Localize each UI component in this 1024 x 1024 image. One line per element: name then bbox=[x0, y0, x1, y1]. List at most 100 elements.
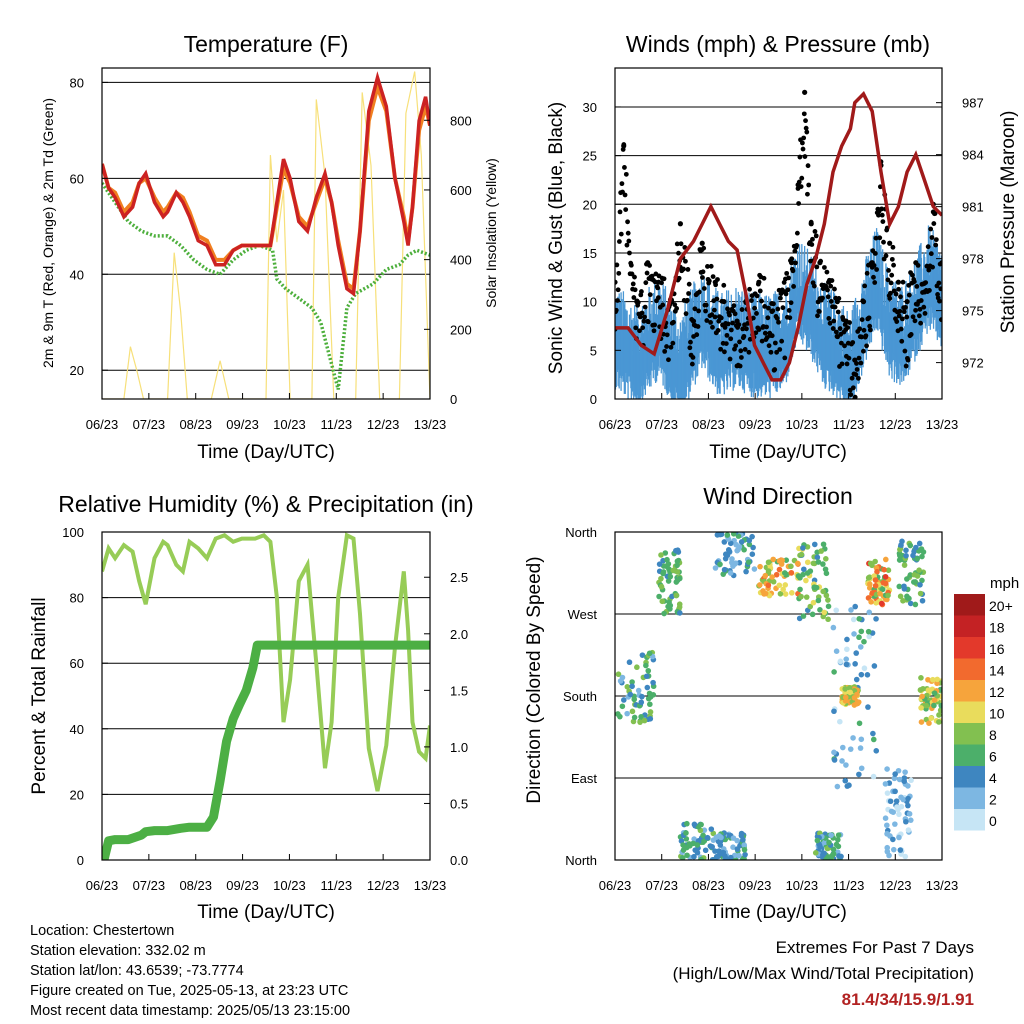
speed-legend-title: mph bbox=[990, 575, 1019, 592]
legend-swatch bbox=[954, 680, 985, 702]
gust-point bbox=[802, 154, 808, 159]
direction-point bbox=[674, 558, 681, 565]
direction-point bbox=[773, 571, 780, 578]
direction-point bbox=[870, 736, 877, 743]
direction-point bbox=[794, 560, 801, 567]
direction-point bbox=[718, 532, 725, 538]
gust-point bbox=[858, 360, 864, 366]
y-tick-label: South bbox=[563, 689, 597, 704]
direction-point bbox=[929, 676, 936, 683]
gust-point bbox=[683, 258, 688, 264]
direction-point bbox=[684, 852, 690, 859]
gust-point bbox=[641, 318, 647, 324]
gust-point bbox=[864, 343, 869, 349]
direction-point bbox=[835, 832, 842, 838]
direction-point bbox=[856, 615, 863, 622]
direction-point bbox=[864, 672, 871, 678]
gust-point bbox=[791, 284, 796, 289]
gust-point bbox=[647, 292, 653, 298]
direction-point bbox=[746, 541, 753, 548]
gust-point bbox=[933, 237, 939, 243]
gust-peak bbox=[869, 260, 875, 266]
direction-point bbox=[842, 777, 849, 784]
direction-point bbox=[782, 591, 789, 597]
gust-point bbox=[757, 288, 763, 294]
direction-point bbox=[861, 638, 867, 645]
gust-point bbox=[856, 355, 862, 361]
direction-point bbox=[835, 836, 841, 843]
direction-point bbox=[624, 684, 631, 690]
direction-point bbox=[906, 811, 913, 817]
direction-point bbox=[897, 847, 904, 853]
gust-point bbox=[749, 298, 754, 303]
direction-point bbox=[920, 685, 926, 692]
direction-point bbox=[882, 580, 889, 587]
humidity-panel: Relative Humidity (%) & Precipitation (i… bbox=[29, 491, 474, 923]
gust-point bbox=[676, 275, 682, 281]
gust-point bbox=[832, 286, 837, 292]
x-tick-label: 13/23 bbox=[926, 878, 959, 893]
y-right-tick-label: 987 bbox=[962, 96, 984, 111]
gust-point bbox=[625, 230, 631, 236]
gust-point bbox=[676, 250, 681, 256]
gust-point bbox=[913, 307, 918, 313]
direction-point bbox=[730, 532, 737, 537]
gust-point bbox=[738, 348, 744, 354]
gust-point bbox=[902, 348, 908, 354]
gust-point bbox=[750, 315, 756, 321]
gust-point bbox=[820, 295, 825, 301]
extremes-box: Extremes For Past 7 Days (High/Low/Max W… bbox=[673, 935, 974, 1013]
direction-point bbox=[884, 790, 891, 796]
y-tick-label: West bbox=[568, 607, 598, 622]
direction-point bbox=[647, 701, 653, 708]
direction-point bbox=[761, 591, 767, 597]
x-tick-label: 11/23 bbox=[320, 417, 352, 432]
direction-point bbox=[913, 544, 919, 551]
direction-point bbox=[830, 851, 837, 857]
direction-point bbox=[820, 541, 827, 548]
direction-point bbox=[919, 693, 925, 700]
direction-point bbox=[856, 720, 863, 727]
direction-point bbox=[850, 616, 857, 623]
legend-label: 12 bbox=[989, 684, 1005, 700]
gust-point bbox=[908, 332, 914, 337]
direction-point bbox=[810, 599, 817, 606]
gust-point bbox=[686, 291, 691, 296]
wind-direction-xlabel: Time (Day/UTC) bbox=[709, 902, 847, 923]
direction-point bbox=[782, 570, 788, 576]
direction-point bbox=[673, 579, 680, 585]
direction-point bbox=[843, 762, 849, 768]
direction-point bbox=[858, 736, 865, 743]
gust-point bbox=[716, 318, 722, 324]
direction-point bbox=[708, 826, 715, 832]
gust-point bbox=[793, 260, 798, 266]
direction-point bbox=[833, 648, 840, 654]
gust-point bbox=[879, 206, 885, 212]
direction-point bbox=[866, 581, 873, 588]
gust-point bbox=[879, 212, 885, 218]
elevation-text: Station elevation: 332.02 m bbox=[30, 943, 206, 959]
direction-point bbox=[904, 576, 910, 582]
y-tick-label: 25 bbox=[583, 149, 597, 164]
direction-point bbox=[879, 586, 886, 593]
direction-point bbox=[902, 853, 909, 860]
direction-point bbox=[919, 597, 926, 604]
y-tick-label: 40 bbox=[70, 722, 84, 737]
direction-point bbox=[804, 559, 811, 566]
dewpoint-line bbox=[102, 182, 430, 390]
gust-point bbox=[674, 241, 680, 247]
direction-point bbox=[736, 852, 742, 859]
wind-direction-panel: Wind Direction 06/23 07/23 08/23 09/23 10/23… bbox=[524, 483, 1019, 923]
gust-point bbox=[854, 367, 860, 372]
direction-point bbox=[823, 570, 830, 577]
gust-point bbox=[711, 307, 717, 313]
gust-peak bbox=[782, 289, 788, 295]
gust-point bbox=[642, 304, 648, 310]
direction-point bbox=[885, 567, 892, 573]
gust-point bbox=[631, 295, 637, 300]
direction-point bbox=[734, 846, 741, 852]
gust-point bbox=[619, 181, 625, 187]
direction-point bbox=[820, 588, 826, 595]
direction-point bbox=[615, 711, 621, 717]
gust-point bbox=[623, 171, 629, 177]
